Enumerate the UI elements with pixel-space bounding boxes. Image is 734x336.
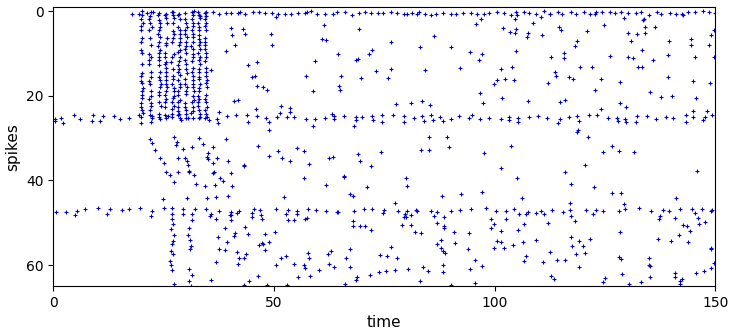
- X-axis label: time: time: [367, 316, 401, 330]
- Y-axis label: spikes: spikes: [6, 123, 21, 171]
